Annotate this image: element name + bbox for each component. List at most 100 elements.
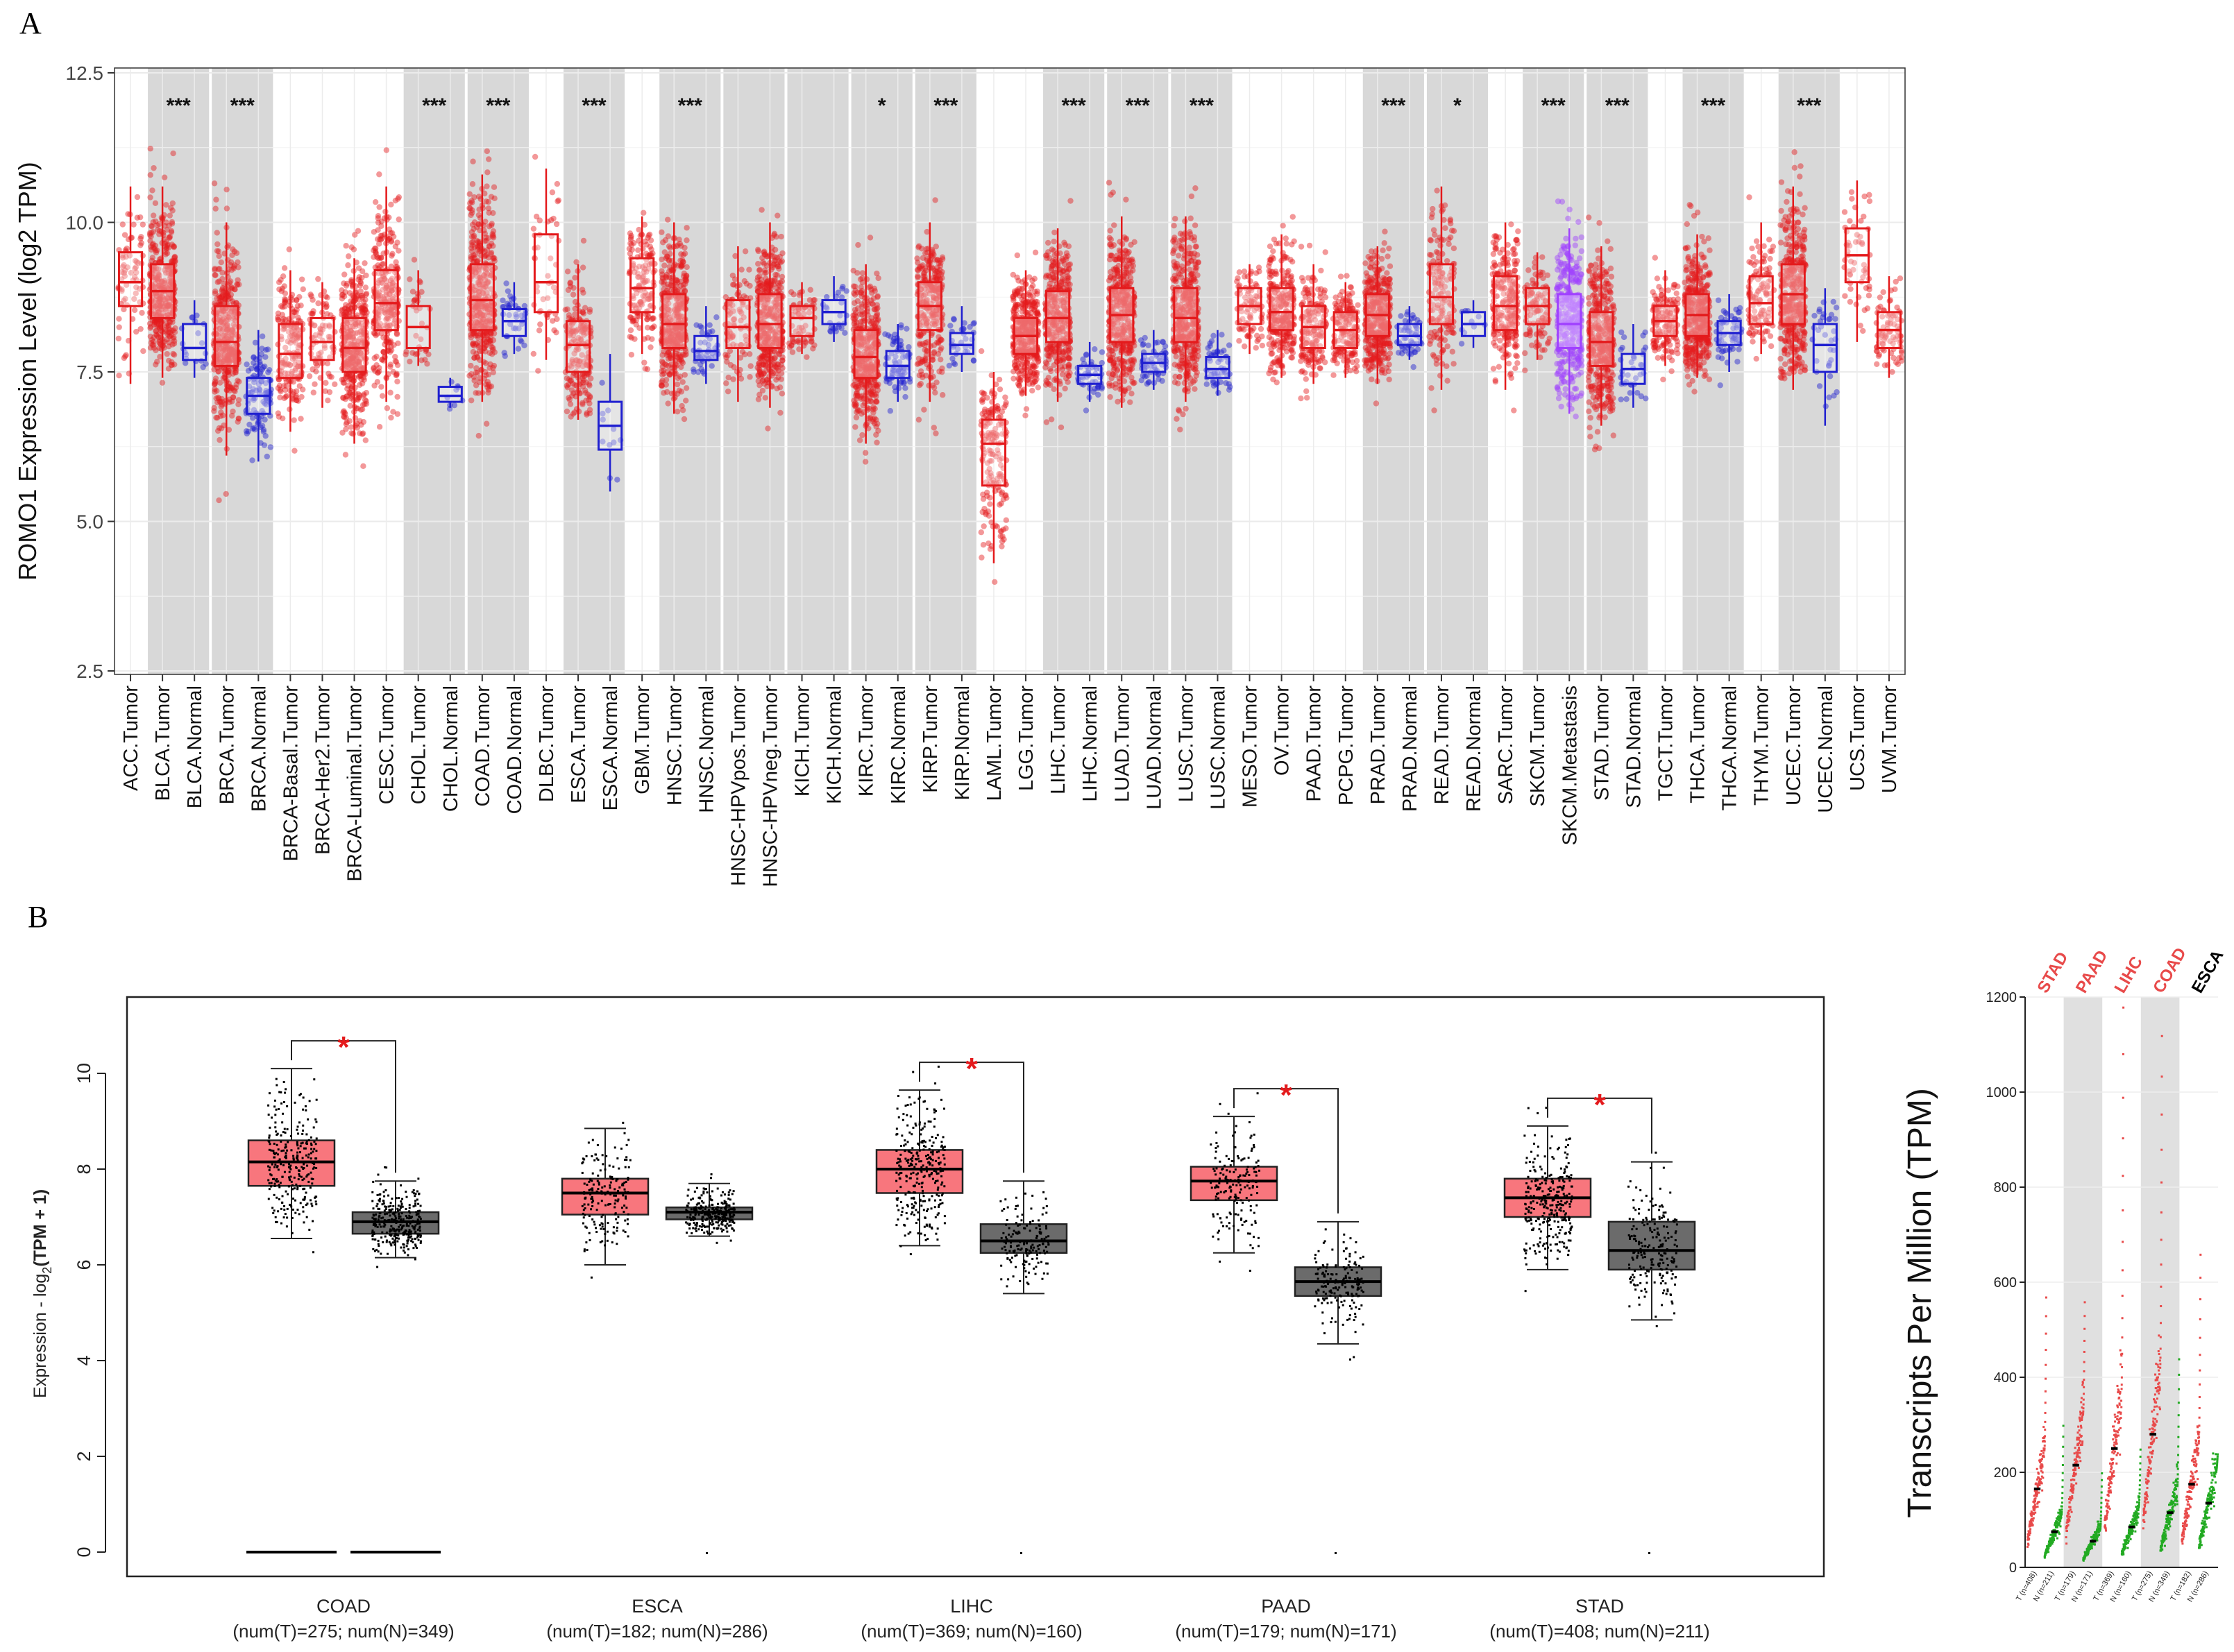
data-point xyxy=(394,239,400,246)
data-point xyxy=(167,212,174,219)
data-point xyxy=(328,374,335,380)
data-point xyxy=(119,255,126,261)
data-point xyxy=(342,452,349,458)
data-point xyxy=(149,187,155,194)
data-point xyxy=(362,437,369,443)
data-point xyxy=(153,293,160,299)
data-point xyxy=(164,312,171,318)
data-point xyxy=(131,273,138,280)
data-point xyxy=(376,204,382,210)
data-point xyxy=(342,305,348,312)
data-point xyxy=(140,348,146,355)
data-point xyxy=(151,318,158,325)
data-point xyxy=(663,271,670,278)
data-point xyxy=(361,391,367,398)
data-point xyxy=(133,328,139,335)
data-point xyxy=(152,200,159,207)
data-point xyxy=(482,360,489,366)
data-point xyxy=(139,221,146,228)
data-point xyxy=(476,206,482,213)
data-point xyxy=(599,380,605,386)
data-point xyxy=(165,324,171,330)
data-point xyxy=(471,355,477,361)
data-point xyxy=(251,359,257,366)
data-point xyxy=(551,327,557,334)
data-point xyxy=(164,350,170,357)
data-point xyxy=(675,242,681,248)
data-point xyxy=(223,186,230,193)
data-point xyxy=(898,324,904,331)
data-point xyxy=(167,303,174,309)
data-point xyxy=(375,262,381,269)
data-point xyxy=(168,361,175,368)
data-point xyxy=(167,234,174,240)
data-point xyxy=(218,259,224,266)
data-point xyxy=(407,276,413,282)
data-point xyxy=(869,300,875,307)
data-point xyxy=(137,325,144,332)
data-point xyxy=(359,402,366,408)
data-point xyxy=(693,322,700,328)
data-point xyxy=(118,276,125,282)
data-point xyxy=(219,269,226,276)
data-point xyxy=(851,300,858,306)
data-point xyxy=(485,235,491,241)
data-point xyxy=(940,392,946,398)
data-point xyxy=(148,233,154,239)
data-point xyxy=(555,198,561,205)
data-point xyxy=(661,262,668,269)
data-point xyxy=(627,327,634,334)
data-point xyxy=(854,389,861,396)
data-point xyxy=(641,210,647,216)
data-point xyxy=(156,231,162,237)
data-point xyxy=(226,387,233,394)
data-point xyxy=(874,270,880,277)
data-point xyxy=(548,217,555,223)
data-point xyxy=(123,254,129,260)
data-point xyxy=(151,302,157,309)
data-point xyxy=(680,285,686,291)
data-point xyxy=(171,341,178,347)
data-point xyxy=(422,357,428,363)
data-point xyxy=(642,238,648,245)
data-point xyxy=(394,393,400,400)
data-point xyxy=(388,414,394,421)
data-point xyxy=(659,256,665,263)
data-point xyxy=(475,432,482,439)
data-point xyxy=(138,239,145,246)
data-point xyxy=(468,248,475,255)
data-point xyxy=(299,386,306,393)
data-point xyxy=(775,212,781,219)
data-point xyxy=(675,408,681,415)
data-point xyxy=(682,244,688,251)
data-point xyxy=(773,234,779,240)
data-point xyxy=(394,378,400,385)
data-point xyxy=(756,283,762,290)
data-point xyxy=(279,415,286,422)
box-body xyxy=(501,307,527,337)
data-point xyxy=(934,264,940,271)
data-point xyxy=(915,267,922,273)
data-point xyxy=(121,267,128,273)
data-point xyxy=(371,245,378,252)
data-point xyxy=(169,219,176,225)
data-point xyxy=(119,269,125,275)
data-point xyxy=(586,307,593,313)
data-point xyxy=(149,337,155,343)
data-point xyxy=(282,393,289,400)
data-point xyxy=(388,347,395,353)
data-point xyxy=(763,269,770,276)
data-point xyxy=(356,430,363,436)
data-point xyxy=(854,319,860,325)
data-point xyxy=(164,294,171,301)
data-point xyxy=(775,263,781,270)
data-point xyxy=(570,411,577,417)
data-point xyxy=(171,338,178,344)
data-point xyxy=(162,251,169,257)
data-point xyxy=(536,327,543,334)
data-point xyxy=(921,407,927,413)
data-point xyxy=(169,341,176,348)
data-point xyxy=(906,344,912,350)
data-point xyxy=(924,348,930,355)
data-point xyxy=(743,280,750,287)
